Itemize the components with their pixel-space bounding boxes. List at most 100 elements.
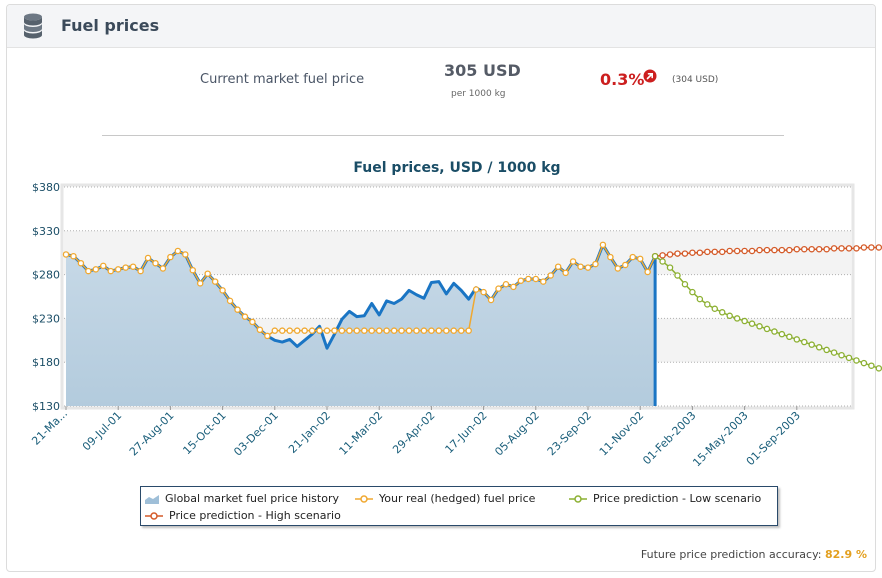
high-scenario-point [823,245,830,253]
hedged-point [331,327,338,334]
y-tick-label: $280 [32,269,60,282]
hedged-point [256,326,264,334]
hedged-point [279,327,286,334]
x-tick-label: 01-Sep-2003 [744,409,803,468]
hedged-point [457,327,465,334]
x-tick-label: 23-Sep-02 [545,409,594,458]
hedged-point [398,327,405,334]
hedged-point [62,251,70,258]
high-scenario-point [718,248,726,256]
accuracy-label: Future price prediction accuracy: [640,548,822,561]
high-scenario-point [659,252,666,259]
high-scenario-point [801,245,808,253]
low-scenario-point [771,328,778,335]
high-scenario-point [748,247,756,255]
x-tick-label-group: 21-Ma... [29,407,70,448]
hedged-point [159,265,167,272]
hedged-point [517,277,525,284]
x-tick-label: 05-Aug-02 [492,409,542,459]
low-scenario-point [801,338,808,346]
hedged-point [196,280,204,287]
hedged-point [562,269,569,277]
hedged-point [569,258,577,265]
low-scenario-point [808,341,815,348]
high-scenario-point [830,245,838,252]
arrow-up-right-icon [643,69,657,83]
hedged-point [107,267,114,275]
hedged-point [532,275,540,283]
accuracy-value: 82.9 % [825,548,867,561]
hedged-point [480,288,487,296]
hedged-point [368,327,375,334]
high-scenario-point [696,249,704,256]
hedged-point [547,272,554,279]
x-tick-label: 11-Nov-02 [597,409,647,459]
chart-title: Fuel prices, USD / 1000 kg [353,160,560,176]
hedged-point [338,327,346,334]
hedged-point [644,268,651,276]
hedged-point [346,327,353,334]
hedged-point [77,259,85,267]
hedged-point [405,327,413,334]
high-scenario-point [756,246,763,254]
legend-item-high: Price prediction - High scenario [145,509,341,522]
hedged-point [510,283,517,291]
hedged-point [293,327,301,334]
hedged-point [204,270,211,277]
hedged-point [614,265,622,272]
legend-label-high: Price prediction - High scenario [169,509,341,522]
hedged-point [226,297,234,305]
high-scenario-point [793,245,801,253]
low-scenario-point [830,349,838,356]
x-tick-label: 09-Jul-01 [80,409,124,453]
high-scenario-point [763,246,771,254]
high-swatch-icon [145,511,163,520]
hedged-point [607,253,614,261]
hedged-point [375,327,383,334]
low-scenario-point [681,280,689,288]
hedged-point [234,306,241,313]
area-swatch-icon [145,494,159,504]
high-scenario-point [733,247,741,255]
y-tick-label: $180 [32,356,60,369]
low-scenario-point [756,323,763,330]
database-icon [24,13,42,39]
prediction-accuracy: Future price prediction accuracy: 82.9 % [641,548,867,561]
high-scenario-point [674,250,681,257]
x-tick-label: 01-Feb-2003 [640,409,698,467]
low-scenario-point [815,344,823,351]
hedged-point [413,327,420,334]
hedged-point [554,263,562,270]
low-scenario-point [845,354,853,362]
hedged-point [92,266,100,273]
high-scenario-point [711,248,719,256]
high-scenario-point [815,245,823,253]
x-tick-label: 17-Jun-02 [443,409,490,456]
low-scenario-point [748,320,756,327]
low-scenario-point [689,288,696,296]
high-scenario-point [786,246,793,254]
hedged-point [584,264,592,271]
hedged-point [189,266,197,274]
hedged-point [383,327,390,334]
hedged-point [308,327,316,334]
hedged-point [100,262,107,270]
hedged-point [502,280,510,288]
hedged-point [219,287,226,294]
low-swatch-icon [569,494,587,503]
hedged-point [137,267,144,275]
y-tick-label: $230 [32,312,60,325]
high-scenario-point [868,244,875,251]
high-scenario-point [741,247,748,255]
low-scenario-point [651,252,659,260]
legend-label-hedged: Your real (hedged) fuel price [379,492,536,505]
low-scenario-point [786,333,793,341]
high-scenario-point [875,244,882,251]
x-tick-label: 21-Jan-02 [286,409,333,456]
y-tick-label: $330 [32,225,60,238]
low-scenario-point [718,309,726,316]
hedged-point [465,327,472,334]
hedged-point [629,253,636,261]
hedged-point [592,260,599,268]
low-scenario-point [763,325,771,333]
